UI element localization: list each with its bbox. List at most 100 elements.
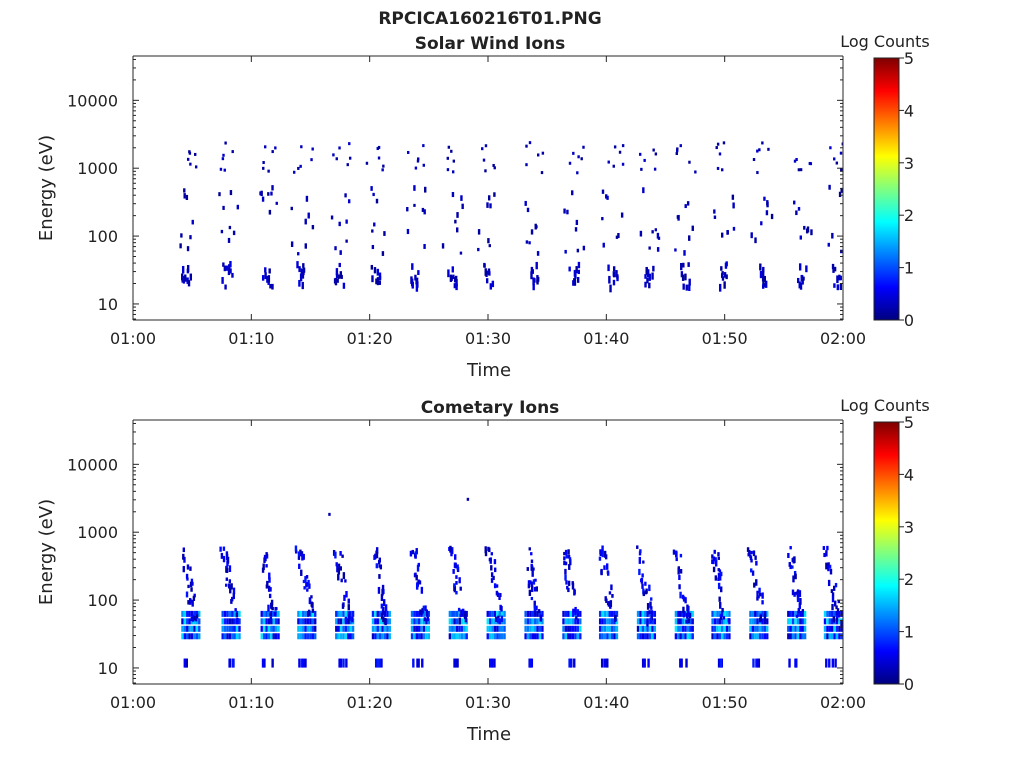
heatmap-cell <box>383 610 387 617</box>
heatmap-cell <box>641 610 645 617</box>
heatmap-cell <box>793 200 796 205</box>
heatmap-cell <box>231 633 234 640</box>
heatmap-cell <box>641 583 644 589</box>
heatmap-cell <box>684 633 687 640</box>
heatmap-cell <box>764 280 768 288</box>
heatmap-cell <box>606 658 609 668</box>
heatmap-cell <box>413 618 416 625</box>
colorbar-label: Log Counts <box>840 32 930 51</box>
heatmap-cell <box>349 610 352 617</box>
heatmap-cell <box>684 597 687 604</box>
heatmap-cell <box>538 610 542 617</box>
heatmap-cell <box>656 247 660 252</box>
heatmap-cell <box>647 658 650 668</box>
heatmap-cell <box>298 563 301 570</box>
heatmap-cell <box>687 262 690 267</box>
heatmap-cell <box>604 554 608 560</box>
heatmap-cell <box>275 201 278 205</box>
heatmap-cell <box>682 611 686 618</box>
heatmap-cell <box>334 246 337 251</box>
heatmap-cell <box>455 279 458 287</box>
heatmap-cell <box>424 186 427 193</box>
x-tick-label: 01:40 <box>583 329 629 348</box>
heatmap-cell <box>563 208 566 214</box>
heatmap-cell <box>418 618 421 625</box>
heatmap-cell <box>711 554 714 559</box>
heatmap-cell <box>757 658 761 668</box>
heatmap-cell <box>759 593 762 597</box>
heatmap-cell <box>232 230 236 236</box>
heatmap-cell <box>451 610 454 617</box>
heatmap-cell <box>691 625 694 632</box>
heatmap-cell <box>684 625 687 632</box>
heatmap-cell <box>419 609 422 615</box>
heatmap-cell <box>274 633 278 640</box>
heatmap-cell <box>679 569 683 574</box>
heatmap-cell <box>651 625 654 632</box>
colorbar-tick-label: 2 <box>904 570 914 589</box>
heatmap-cell <box>193 593 196 598</box>
heatmap-cell <box>226 633 229 640</box>
heatmap-cell <box>296 261 299 269</box>
heatmap-cell <box>418 625 421 632</box>
y-tick-label: 100 <box>87 227 118 246</box>
heatmap-cell <box>260 610 263 617</box>
heatmap-cell <box>422 163 425 167</box>
heatmap-cell <box>238 610 241 617</box>
heatmap-cell <box>383 633 387 640</box>
heatmap-cell <box>652 148 655 152</box>
heatmap-cell <box>530 229 534 235</box>
heatmap-cell <box>226 610 229 617</box>
heatmap-cell <box>576 625 580 632</box>
heatmap-cell <box>500 633 504 640</box>
heatmap-cell <box>423 617 427 622</box>
heatmap-cell <box>529 618 532 625</box>
heatmap-cell <box>571 618 575 625</box>
heatmap-cell <box>825 550 828 557</box>
heatmap-cell <box>344 193 347 198</box>
heatmap-cell <box>535 261 538 270</box>
heatmap-cell <box>646 610 649 617</box>
heatmap-cell <box>747 552 750 557</box>
heatmap-cell <box>304 610 307 617</box>
heatmap-cell <box>388 633 391 640</box>
heatmap-cell <box>608 275 611 284</box>
heatmap-cell <box>796 590 799 597</box>
heatmap-cell <box>530 271 533 280</box>
heatmap-cell <box>789 546 792 550</box>
heatmap-cell <box>463 618 466 625</box>
heatmap-cell <box>761 610 764 617</box>
heatmap-cell <box>648 584 651 592</box>
heatmap-cell <box>344 579 347 583</box>
heatmap-cell <box>826 633 829 640</box>
heatmap-cell <box>310 595 313 599</box>
heatmap-cell <box>185 573 189 579</box>
heatmap-cell <box>336 278 339 283</box>
heatmap-cell <box>566 209 569 215</box>
heatmap-cell <box>351 625 355 632</box>
heatmap-cell <box>679 610 682 617</box>
heatmap-cell <box>836 275 839 284</box>
heatmap-cell <box>826 625 829 632</box>
heatmap-cell <box>183 658 186 668</box>
heatmap-cell <box>719 614 723 620</box>
heatmap-cell <box>339 566 342 571</box>
heatmap-cell <box>606 625 609 632</box>
heatmap-cell <box>724 262 728 269</box>
heatmap-cell <box>268 209 272 215</box>
heatmap-cell <box>719 601 722 609</box>
heatmap-cell <box>645 267 648 276</box>
heatmap-cell <box>461 608 465 615</box>
heatmap-cell <box>266 580 269 587</box>
heatmap-cell <box>416 581 419 588</box>
heatmap-cell <box>417 270 420 275</box>
heatmap-cell <box>422 633 426 640</box>
heatmap-cell <box>603 625 607 632</box>
heatmap-cell <box>751 618 755 625</box>
heatmap-cell <box>717 572 721 580</box>
heatmap-cell <box>311 147 314 151</box>
heatmap-cell <box>529 580 532 585</box>
heatmap-cell <box>530 596 534 601</box>
heatmap-cell <box>377 156 381 160</box>
heatmap-cell <box>299 625 303 632</box>
